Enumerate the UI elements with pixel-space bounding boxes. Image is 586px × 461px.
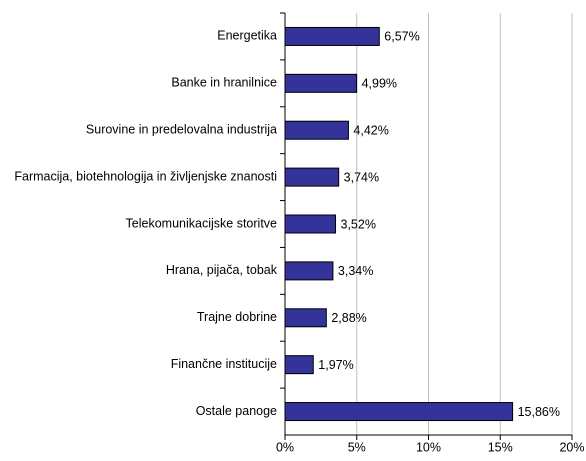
bar xyxy=(284,120,349,140)
data-label: 4,99% xyxy=(362,77,397,91)
data-label: 15,86% xyxy=(518,405,560,419)
y-tick-label: Trajne dobrine xyxy=(197,310,277,324)
bar xyxy=(284,355,314,375)
bar xyxy=(284,167,340,187)
data-label: 4,42% xyxy=(353,124,388,138)
data-label: 3,52% xyxy=(341,217,376,231)
data-label: 3,74% xyxy=(344,170,379,184)
bar xyxy=(284,308,327,328)
y-tick-label: Energetika xyxy=(217,29,277,43)
bar xyxy=(284,214,337,234)
x-tick-label: 0% xyxy=(276,440,294,454)
x-tick-label: 5% xyxy=(348,440,366,454)
data-label: 1,97% xyxy=(318,358,353,372)
y-tick-label: Finančne institucije xyxy=(171,357,277,371)
x-tick-label: 10% xyxy=(416,440,441,454)
bar xyxy=(284,73,358,93)
bar xyxy=(284,261,334,281)
y-tick-label: Telekomunikacijske storitve xyxy=(126,216,277,230)
y-tick-label: Surovine in predelovalna industrija xyxy=(86,123,277,137)
y-tick-label: Ostale panoge xyxy=(196,404,277,418)
data-label: 3,34% xyxy=(338,264,373,278)
x-tick-label: 20% xyxy=(559,440,584,454)
bar xyxy=(284,26,380,46)
bar xyxy=(284,402,514,422)
y-tick-label: Banke in hranilnice xyxy=(171,76,277,90)
y-tick-label: Hrana, pijača, tobak xyxy=(166,263,278,277)
x-tick-label: 15% xyxy=(488,440,513,454)
data-label: 2,88% xyxy=(331,311,366,325)
y-tick-label: Farmacija, biotehnologija in življenjske… xyxy=(14,169,277,183)
data-label: 6,57% xyxy=(384,30,419,44)
